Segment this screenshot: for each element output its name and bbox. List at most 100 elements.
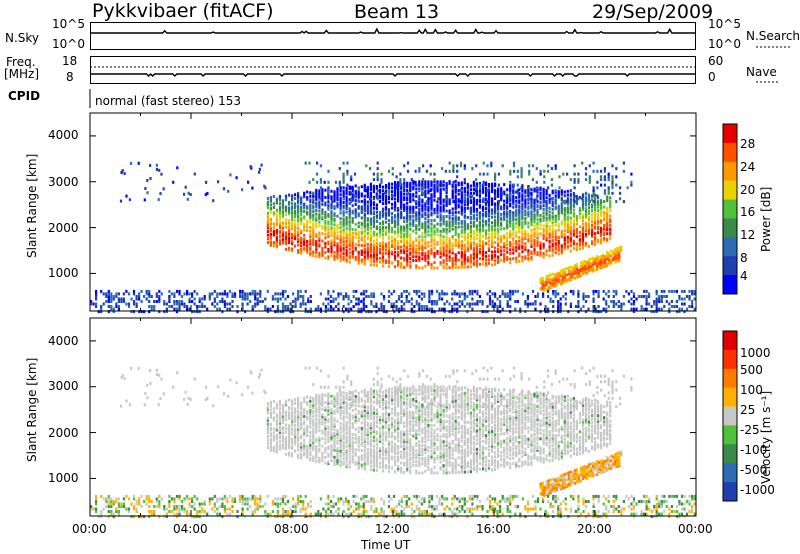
power-cell [303, 226, 306, 230]
power-cell [312, 241, 315, 245]
power-cell [376, 189, 379, 193]
power-cell [535, 197, 538, 201]
power-cell [216, 302, 219, 306]
power-cell [587, 222, 591, 226]
velocity-cell [288, 435, 291, 439]
power-cell [400, 236, 403, 240]
power-cell [330, 228, 333, 232]
power-cell [494, 220, 497, 224]
power-cell [400, 256, 403, 260]
power-cell [421, 200, 424, 204]
power-cell [548, 199, 551, 203]
power-cell [454, 225, 457, 229]
power-cell [418, 202, 421, 206]
power-cell [460, 208, 463, 212]
power-cell [408, 300, 411, 303]
velocity-cell [336, 401, 339, 405]
power-cell [442, 238, 445, 242]
power-cell [318, 191, 321, 195]
power-cell [406, 191, 410, 195]
power-cell [324, 243, 327, 247]
power-cell [559, 307, 562, 311]
power-cell [297, 215, 300, 219]
velocity-cell [297, 398, 300, 402]
power-cell [391, 228, 394, 232]
velocity-cell [318, 398, 321, 401]
power-cell [284, 231, 288, 235]
velocity-cell [318, 405, 321, 409]
power-cell [577, 197, 580, 201]
power-cell [550, 197, 553, 201]
power-cell [567, 266, 570, 270]
power-cell [448, 202, 451, 206]
power-cell [563, 194, 566, 198]
power-cell [363, 244, 366, 248]
power-cell [397, 230, 400, 234]
power-cell [478, 200, 481, 204]
power-cell [549, 283, 552, 287]
power-cell [433, 255, 436, 259]
power-cell [520, 169, 523, 173]
power-cell [469, 208, 472, 212]
power-cell [598, 262, 601, 266]
power-cell [415, 292, 418, 296]
power-cell [566, 224, 569, 228]
power-cell [321, 226, 324, 230]
power-cell [442, 242, 445, 246]
velocity-cell [294, 414, 297, 418]
power-cell [509, 261, 512, 265]
power-cell [183, 302, 186, 306]
power-cell [530, 257, 533, 261]
velocity-cell [312, 409, 315, 413]
power-cell [496, 310, 499, 314]
power-cell [406, 240, 409, 244]
power-cell [584, 178, 588, 182]
velocity-cell [345, 463, 348, 467]
power-cell [678, 297, 681, 301]
power-cell [309, 310, 312, 314]
power-cell [345, 218, 348, 221]
power-cell [484, 234, 488, 238]
power-cell [175, 300, 179, 303]
power-cell [475, 229, 478, 233]
power-cell [303, 243, 306, 246]
power-cell [536, 212, 539, 216]
power-cell [294, 231, 297, 235]
power-cell [315, 225, 318, 229]
power-cell [437, 197, 440, 201]
power-cell [521, 184, 524, 188]
power-cell [632, 310, 636, 314]
power-cell [406, 236, 409, 240]
nsearch-label: N.Search [746, 29, 800, 43]
power-cell [366, 250, 369, 254]
power-cell [381, 229, 385, 233]
power-cell [330, 206, 333, 210]
power-cell [491, 224, 494, 228]
velocity-cell [321, 402, 324, 406]
velocity-cell [291, 401, 294, 405]
power-cell [614, 257, 617, 261]
power-cell [306, 205, 309, 209]
velocity-cell [336, 408, 339, 412]
power-cell [213, 289, 216, 293]
power-cell [269, 197, 272, 201]
power-cell [321, 197, 324, 201]
power-cell [414, 183, 417, 187]
power-cell [491, 292, 494, 296]
power-cell [264, 297, 267, 301]
power-cell [352, 295, 355, 298]
velocity-cell [324, 406, 327, 410]
power-cell [366, 242, 369, 246]
power-cell [439, 200, 442, 204]
power-cell [345, 292, 348, 296]
power-cell [430, 237, 433, 241]
power-cell [294, 228, 297, 232]
velocity-cell [342, 448, 345, 452]
velocity-cell [297, 402, 300, 406]
power-cell [512, 213, 515, 217]
power-cell [342, 180, 345, 184]
power-cell [324, 310, 327, 314]
power-cell [554, 251, 557, 255]
nave-tick-low: 0 [708, 70, 716, 84]
velocity-cell [306, 452, 309, 456]
